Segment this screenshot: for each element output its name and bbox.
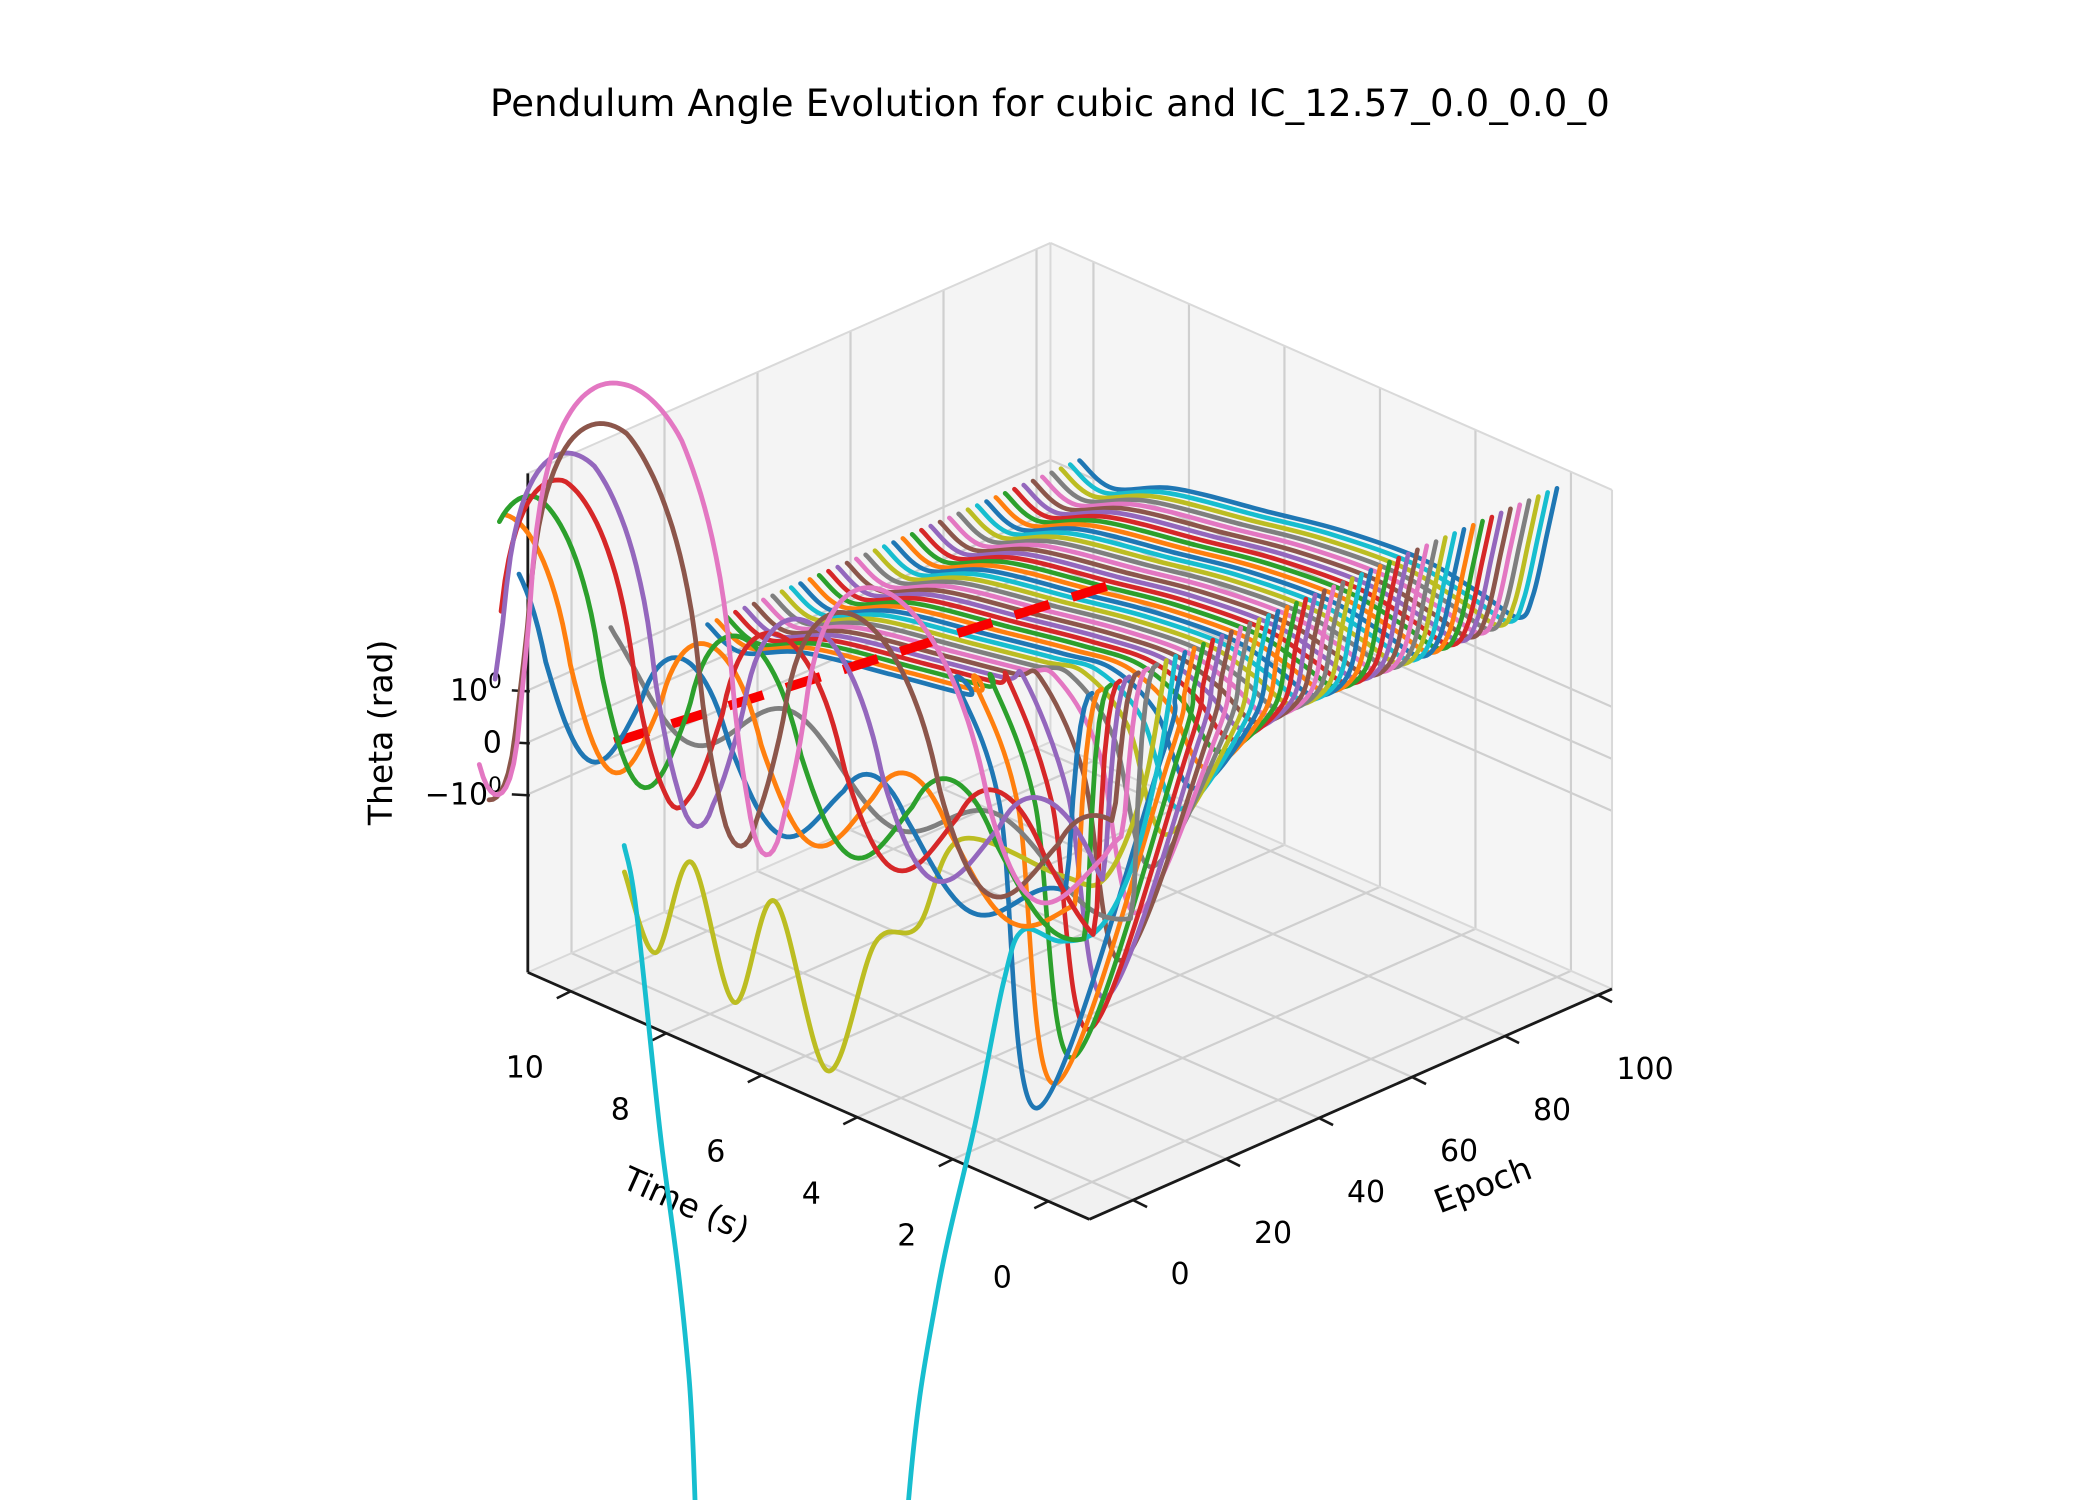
grid-z-leftwall	[527, 510, 1051, 744]
theta-tick-label: 0	[483, 725, 502, 760]
epoch-tick-mark	[1597, 993, 1613, 1004]
trajectory-epoch-78	[974, 503, 1457, 663]
trajectory-epoch-82	[993, 495, 1476, 655]
trajectory-epoch-84	[1002, 491, 1485, 652]
time-tick-mark	[651, 1032, 667, 1042]
epoch-tick-mark	[1318, 1116, 1334, 1127]
trajectory-epoch-44	[816, 573, 1299, 754]
theta-axis-label: Theta (rad)	[361, 640, 400, 827]
reference-dashed-line	[613, 574, 1131, 747]
time-axis-label: Time (s)	[616, 1158, 755, 1249]
grid-epoch-floor	[571, 952, 1134, 1202]
oscillating-epoch-10	[486, 421, 1141, 900]
trajectory-epoch-24	[723, 614, 1206, 1060]
time-tick-label: 2	[897, 1218, 916, 1253]
oscillating-epoch-2	[503, 512, 1104, 929]
trajectory-epoch-48	[835, 564, 1318, 733]
time-tick-label: 0	[993, 1260, 1012, 1295]
oscillating-epoch-8	[492, 450, 1132, 884]
time-axis-line	[527, 971, 1090, 1221]
trajectory-epoch-28	[742, 605, 1225, 1000]
trajectory-epoch-42	[807, 577, 1290, 771]
trajectory-epoch-34	[770, 593, 1253, 870]
pane-edge	[527, 242, 1051, 475]
pane-left-wall	[527, 242, 1051, 973]
epoch-tick-mark	[1411, 1075, 1427, 1086]
trajectory-epoch-72	[947, 515, 1430, 675]
trajectory-epoch-38	[788, 585, 1271, 812]
epoch-axis-line	[1088, 987, 1613, 1221]
epoch-tick-label: 40	[1347, 1175, 1385, 1210]
time-tick-mark	[747, 1074, 763, 1084]
trajectory-epoch-64	[909, 532, 1392, 690]
grid-time-floor	[1047, 969, 1572, 1203]
trajectory-epoch-22	[714, 618, 1197, 1086]
time-tick-mark	[842, 1116, 858, 1126]
epoch-tick-label: 0	[1171, 1257, 1190, 1292]
trajectory-epoch-40	[798, 581, 1281, 791]
trajectory-epoch-32	[761, 597, 1244, 916]
time-tick-label: 6	[706, 1134, 725, 1169]
pane-edge	[1050, 242, 1613, 491]
time-tick-label: 10	[506, 1050, 544, 1085]
trajectory-epoch-68	[928, 523, 1411, 682]
grid-z-leftwall	[527, 458, 1051, 692]
epoch-tick-mark	[1504, 1034, 1520, 1045]
diverging-epoch-18	[621, 654, 1179, 1500]
epoch-tick-label: 20	[1254, 1216, 1292, 1251]
trajectory-epoch-30	[751, 601, 1234, 963]
chart-title: Pendulum Angle Evolution for cubic and I…	[490, 82, 1610, 125]
oscillating-epoch-12	[476, 380, 1151, 906]
time-tick-label: 4	[802, 1176, 821, 1211]
grid-epoch-floor	[1036, 747, 1599, 997]
time-tick-mark	[556, 990, 572, 1000]
trajectory-epoch-50	[844, 560, 1327, 725]
epoch-tick-label: 80	[1533, 1093, 1571, 1128]
trajectory-epoch-58	[881, 544, 1364, 703]
time-tick-mark	[938, 1158, 954, 1168]
epoch-tick-mark	[1225, 1157, 1241, 1168]
epoch-tick-label: 100	[1616, 1052, 1673, 1087]
trajectory-epoch-76	[965, 507, 1448, 667]
pane-edge	[527, 741, 1051, 974]
grid-time-floor	[952, 927, 1476, 1161]
trajectory-epoch-88	[1021, 482, 1504, 644]
time-tick-label: 8	[611, 1092, 630, 1127]
epoch-tick-label: 60	[1440, 1134, 1478, 1169]
trajectory-epoch-80	[984, 499, 1467, 659]
theta-tick-mark	[511, 793, 530, 797]
trajectory-epoch-46	[826, 568, 1309, 742]
grid-epoch-floor	[757, 870, 1320, 1120]
trajectory-epoch-52	[854, 556, 1337, 719]
trajectory-epoch-66	[919, 527, 1402, 686]
time-tick-mark	[1033, 1200, 1049, 1210]
trajectory-epoch-62	[900, 536, 1383, 694]
trajectory-epoch-86	[1012, 486, 1495, 648]
grid-time-floor	[856, 885, 1381, 1119]
trajectory-epoch-74	[956, 511, 1439, 671]
epoch-tick-mark	[1132, 1198, 1148, 1209]
trajectory-epoch-70	[937, 519, 1420, 678]
trajectory-epoch-36	[779, 589, 1262, 837]
grid-epoch-floor	[664, 911, 1227, 1161]
